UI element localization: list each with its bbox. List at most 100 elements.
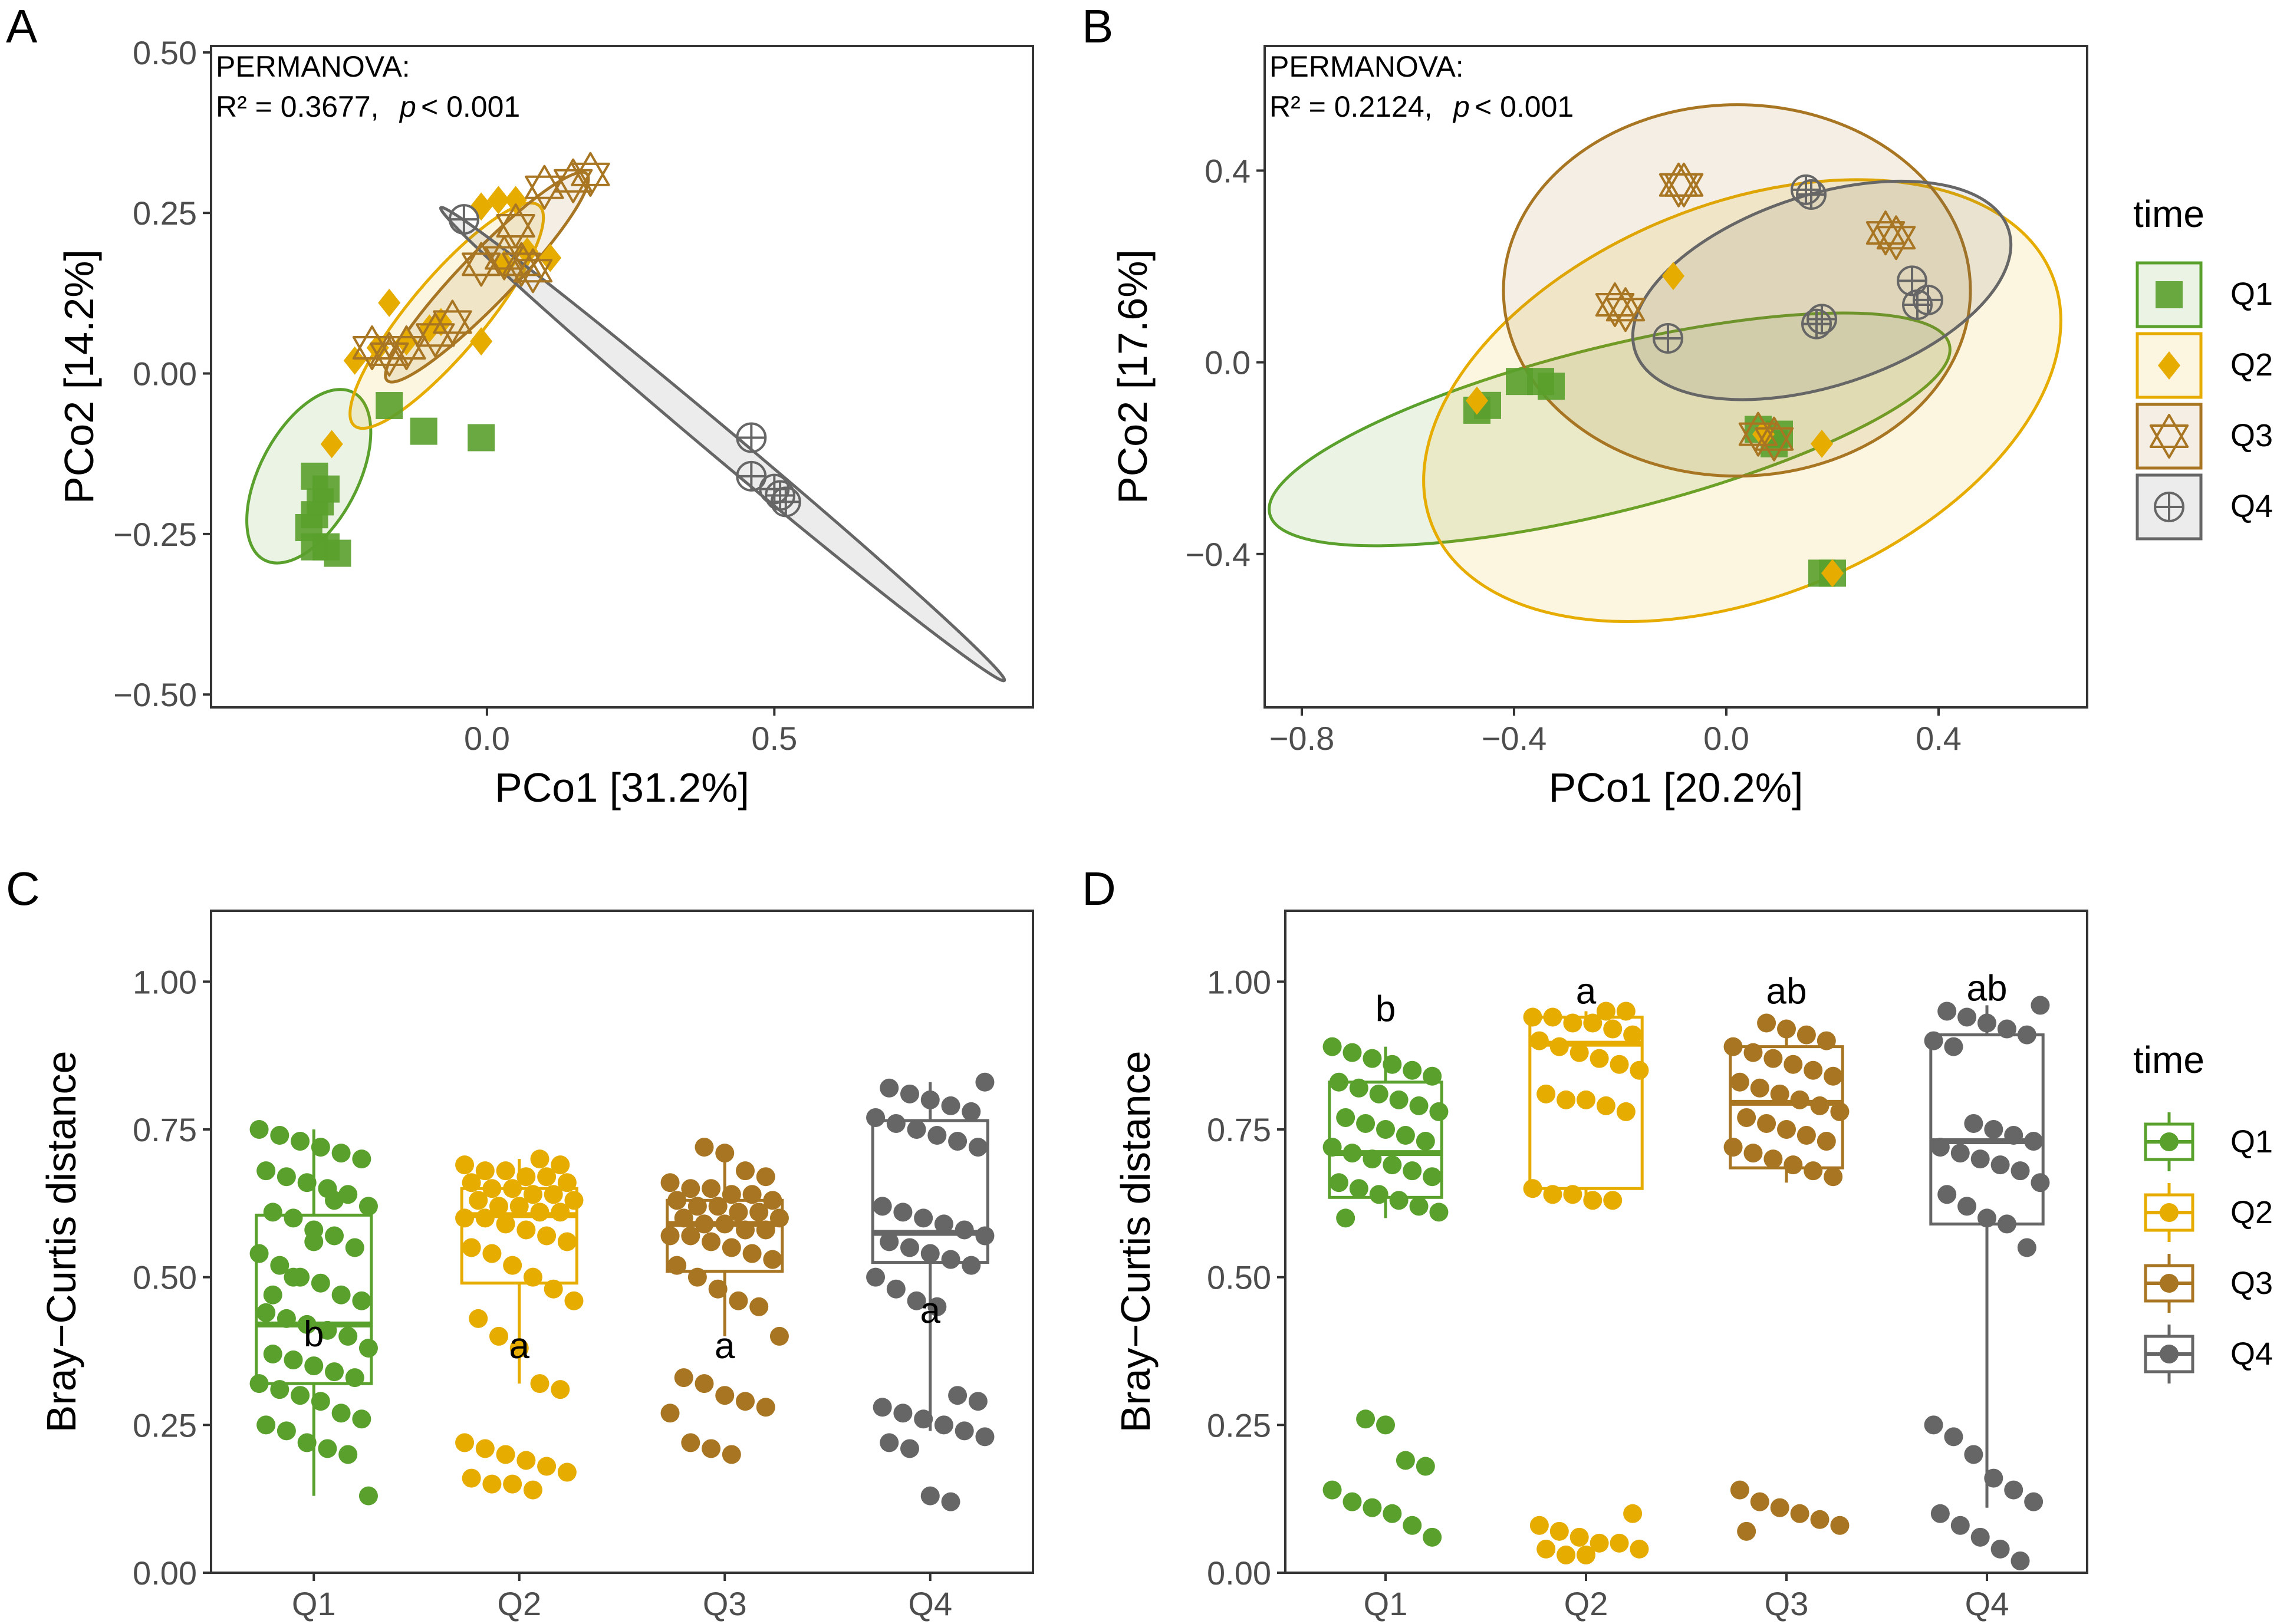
point-q2-39	[516, 1451, 536, 1470]
point-q3-3	[1817, 1031, 1836, 1050]
x-tick-label: −0.4	[1482, 720, 1547, 757]
point-q3-0	[695, 1138, 714, 1157]
point-q2-10	[1569, 1043, 1589, 1062]
legend-key-dot	[2160, 1203, 2179, 1222]
point-q4-17	[975, 1226, 995, 1246]
y-tick-label: 0.25	[1207, 1406, 1271, 1444]
point-q4-18	[1937, 1185, 1957, 1204]
point-q2-25	[462, 1238, 481, 1257]
point-q1-23	[256, 1303, 276, 1322]
point-q3-1	[715, 1144, 735, 1163]
point-q1-36	[291, 1386, 310, 1405]
x-tick-label: Q1	[292, 1585, 336, 1622]
point-q1-3	[311, 1138, 330, 1157]
point-q3-30	[1790, 1504, 1809, 1523]
point-q3-28	[687, 1267, 707, 1287]
point-q4-9	[927, 1126, 947, 1145]
point-q3-7	[1784, 1055, 1803, 1074]
point-q2-3	[378, 288, 401, 317]
point-q3-7	[722, 1185, 741, 1204]
point-q3-10	[667, 1191, 687, 1210]
point-q4-25	[907, 1291, 926, 1310]
point-q4-7	[886, 1114, 906, 1133]
point-q2-7	[557, 1173, 577, 1193]
point-q4-25	[1964, 1445, 1983, 1464]
point-q1-20	[311, 1273, 330, 1293]
point-q3-38	[660, 1404, 680, 1423]
point-q3-17	[1757, 1114, 1776, 1133]
point-q4-0	[2031, 996, 2050, 1015]
point-q1-46	[263, 1285, 282, 1305]
point-q3-5	[1754, 416, 1794, 462]
point-q4-13	[1950, 1144, 1970, 1163]
permanova-p-value: < 0.001	[1475, 90, 1574, 123]
legend-key-q1	[2135, 261, 2203, 328]
point-q4-0-cross	[1654, 324, 1682, 353]
point-q1-34	[249, 1374, 269, 1394]
point-q3-23	[1763, 1149, 1783, 1169]
y-tick-label: 0.50	[133, 34, 197, 71]
point-q3-16	[674, 1208, 693, 1228]
permanova-title: PERMANOVA:	[1269, 50, 1464, 83]
point-q1-10	[468, 424, 495, 452]
y-tick-label: 0.50	[1207, 1259, 1271, 1296]
point-q1-6	[301, 501, 328, 529]
point-q2-40	[537, 1457, 557, 1476]
point-q4-2	[1957, 1007, 1977, 1027]
point-q1-18	[270, 1256, 289, 1275]
point-q2-15	[1557, 1090, 1576, 1109]
point-q2-17	[530, 1203, 549, 1222]
point-q4-37	[920, 1486, 940, 1506]
ellipse-q3	[1502, 103, 1972, 478]
point-q1-27	[1409, 1197, 1429, 1216]
point-q1-34	[1322, 1480, 1342, 1500]
point-q1-11	[1429, 1102, 1449, 1121]
point-q3-26	[763, 1250, 782, 1269]
significance-letter: ab	[1967, 968, 2008, 1009]
point-q4-8	[907, 1119, 926, 1139]
point-q4-22	[962, 1256, 981, 1275]
point-q1-4	[1538, 373, 1565, 400]
permanova-p-symbol: p	[1452, 90, 1470, 123]
point-q2-42	[462, 1468, 481, 1488]
point-q3-23	[702, 1232, 721, 1251]
point-q3-8	[742, 1185, 762, 1204]
point-q4-19	[1957, 1197, 1977, 1216]
point-q1-5	[324, 539, 351, 567]
point-q2-11	[1590, 1049, 1609, 1068]
point-q3-1	[1605, 287, 1646, 332]
point-q4-3	[920, 1090, 940, 1109]
y-axis-label: Bray−Curtis distance	[1113, 1051, 1159, 1433]
point-q1-18	[1342, 1144, 1362, 1163]
point-q2-6	[537, 1167, 557, 1187]
point-q2-3	[475, 1161, 495, 1181]
point-q2-45	[523, 1480, 542, 1500]
point-q1-27	[338, 1326, 358, 1346]
point-q2-7	[1623, 1025, 1643, 1045]
point-q4-28	[2024, 1492, 2044, 1511]
legend-key-q3	[2144, 1254, 2194, 1313]
legend-marker-q4	[2154, 492, 2184, 522]
point-q4-31	[914, 1409, 933, 1429]
panel-label-b: B	[1082, 0, 1113, 52]
point-q1-25	[1369, 1185, 1388, 1204]
x-tick-label: 0.0	[1703, 720, 1749, 757]
y-tick-label: 1.00	[133, 963, 197, 1000]
y-tick-label: 0.75	[1207, 1111, 1271, 1148]
point-q1-49	[325, 1191, 344, 1210]
point-q3-6	[1763, 1049, 1783, 1068]
point-q3-11	[1750, 1078, 1769, 1098]
point-q4-33	[955, 1421, 974, 1441]
point-q4-31	[1970, 1527, 1990, 1547]
point-q2-20	[475, 1208, 495, 1228]
point-q3-27	[667, 1256, 687, 1275]
point-q1-7	[1349, 1078, 1368, 1098]
point-q4-10	[948, 1132, 968, 1151]
point-q4-21	[1997, 1214, 2016, 1234]
point-q1-48	[304, 1232, 324, 1251]
y-tick-label: 0.0	[1205, 344, 1251, 381]
point-q2-10	[503, 1179, 522, 1198]
point-q2-31	[1536, 1539, 1556, 1559]
point-q3-15	[1830, 1102, 1850, 1121]
legend-label-q3: Q3	[2230, 1266, 2273, 1301]
